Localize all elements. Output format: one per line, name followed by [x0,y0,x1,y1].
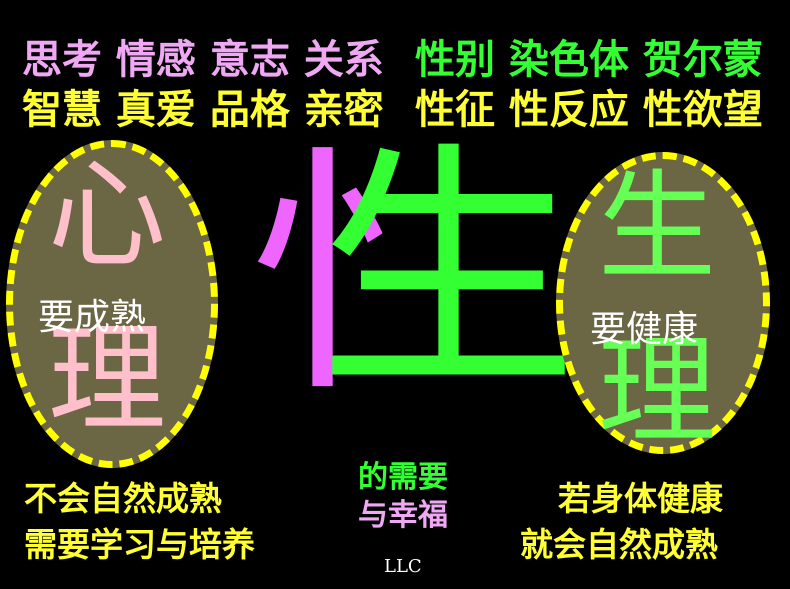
bottom-right-line1: 若身体健康 [558,479,723,518]
right-oval [556,152,770,454]
signature: LLC [384,556,422,577]
left-oval-label: 要成熟 [38,297,147,338]
right-oval-label: 要健康 [590,309,699,350]
center-main-char: 生 [318,122,578,424]
left-oval-char-bottom: 理 [48,310,167,448]
top-right-row2: 性征 性反应 性欲望 [415,87,763,133]
top-right-row1: 性别 染色体 贺尔蒙 [415,37,763,83]
top-left-row2: 智慧 真爱 品格 亲密 [22,87,384,133]
left-oval-char-top: 心 [48,146,167,284]
left-oval [6,140,218,468]
top-left-row1: 思考 情感 意志 关系 [22,37,384,83]
bottom-left-line1: 不会自然成熟 [24,479,222,518]
center-radical: 忄 [244,124,504,426]
bottom-right-line2: 就会自然成熟 [520,525,718,564]
bottom-center-line1: 的需要 [358,460,448,495]
right-oval-char-bottom: 理 [598,322,717,460]
right-oval-char-top: 生 [598,158,717,296]
bottom-center-line2: 与幸福 [358,498,448,533]
bottom-left-line2: 需要学习与培养 [24,525,255,564]
